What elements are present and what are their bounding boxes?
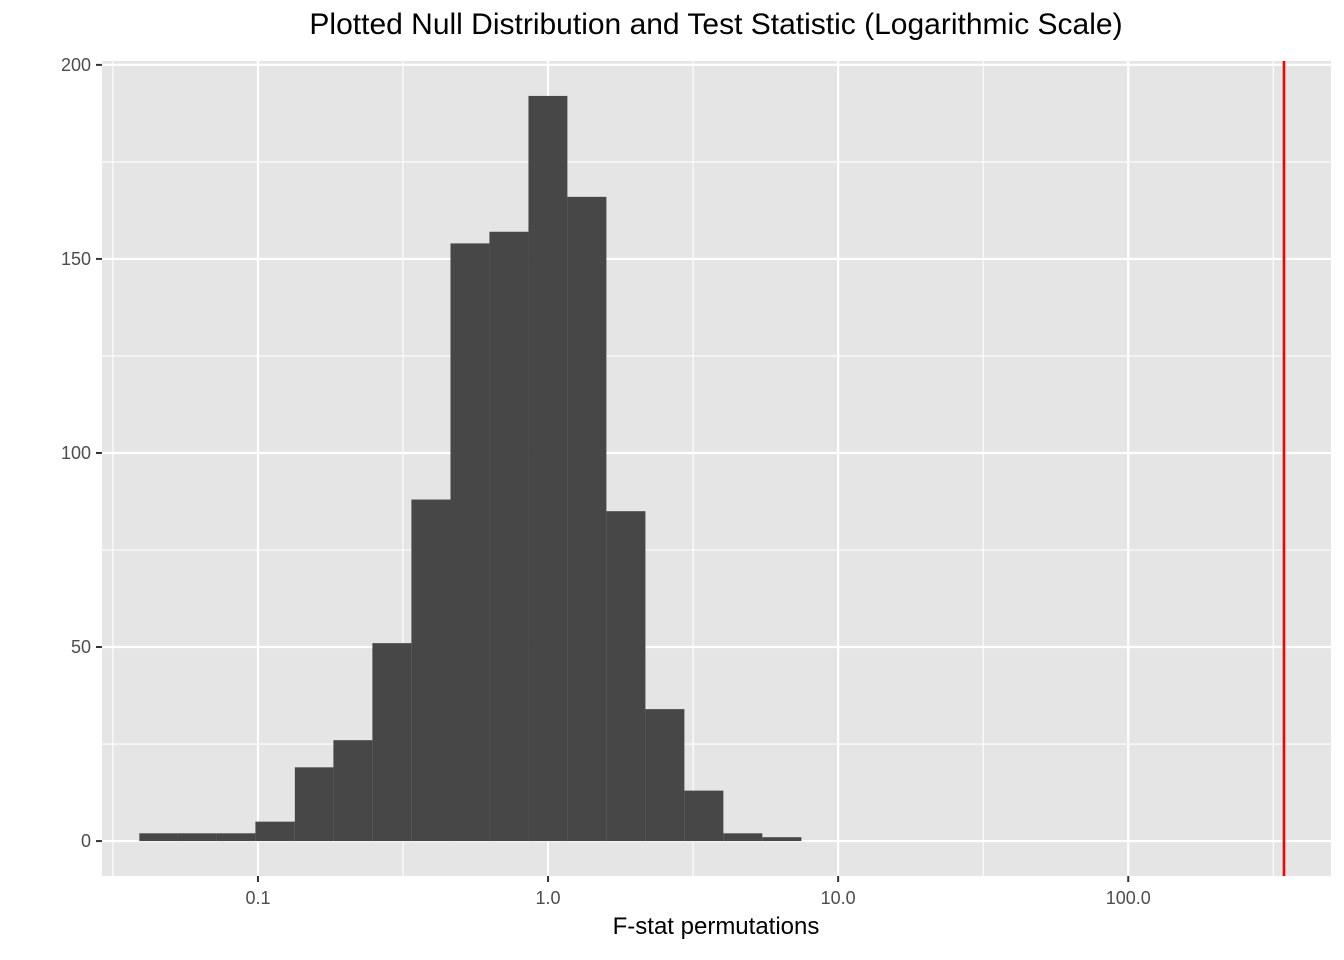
histogram-bar [333, 740, 373, 842]
y-tick-label: 50 [71, 637, 91, 657]
y-axis: 0 50 100 150 200 [61, 55, 102, 851]
x-tick-label: 10.0 [821, 888, 856, 908]
x-tick-label: 0.1 [245, 888, 270, 908]
histogram-bar [450, 243, 490, 842]
histogram-bar [411, 499, 451, 842]
histogram-bars [139, 95, 802, 842]
y-tick-label: 100 [61, 443, 91, 463]
histogram-bar [177, 833, 217, 842]
histogram-bar [645, 709, 685, 842]
histogram-bar [762, 837, 802, 842]
histogram-bar [567, 196, 607, 842]
histogram-bar [684, 790, 724, 842]
histogram-bar [216, 833, 256, 842]
histogram-bar [723, 833, 763, 842]
histogram-bar [528, 95, 568, 842]
x-axis: 0.1 1.0 10.0 100.0 [245, 876, 1151, 908]
chart-title: Plotted Null Distribution and Test Stati… [309, 8, 1123, 41]
y-tick-label: 200 [61, 55, 91, 75]
histogram-bar [139, 833, 178, 842]
x-tick-label: 1.0 [536, 888, 561, 908]
histogram-bar [372, 643, 412, 842]
histogram-bar [606, 511, 646, 842]
y-tick-label: 0 [81, 831, 91, 851]
histogram-bar [255, 821, 295, 842]
x-tick-label: 100.0 [1106, 888, 1151, 908]
minor-grid-y [102, 161, 1331, 745]
histogram-bar [294, 767, 334, 842]
y-tick-label: 150 [61, 249, 91, 269]
plot-panel [102, 61, 1331, 876]
x-axis-label: F-stat permutations [612, 913, 820, 940]
histogram-bar [489, 231, 529, 842]
